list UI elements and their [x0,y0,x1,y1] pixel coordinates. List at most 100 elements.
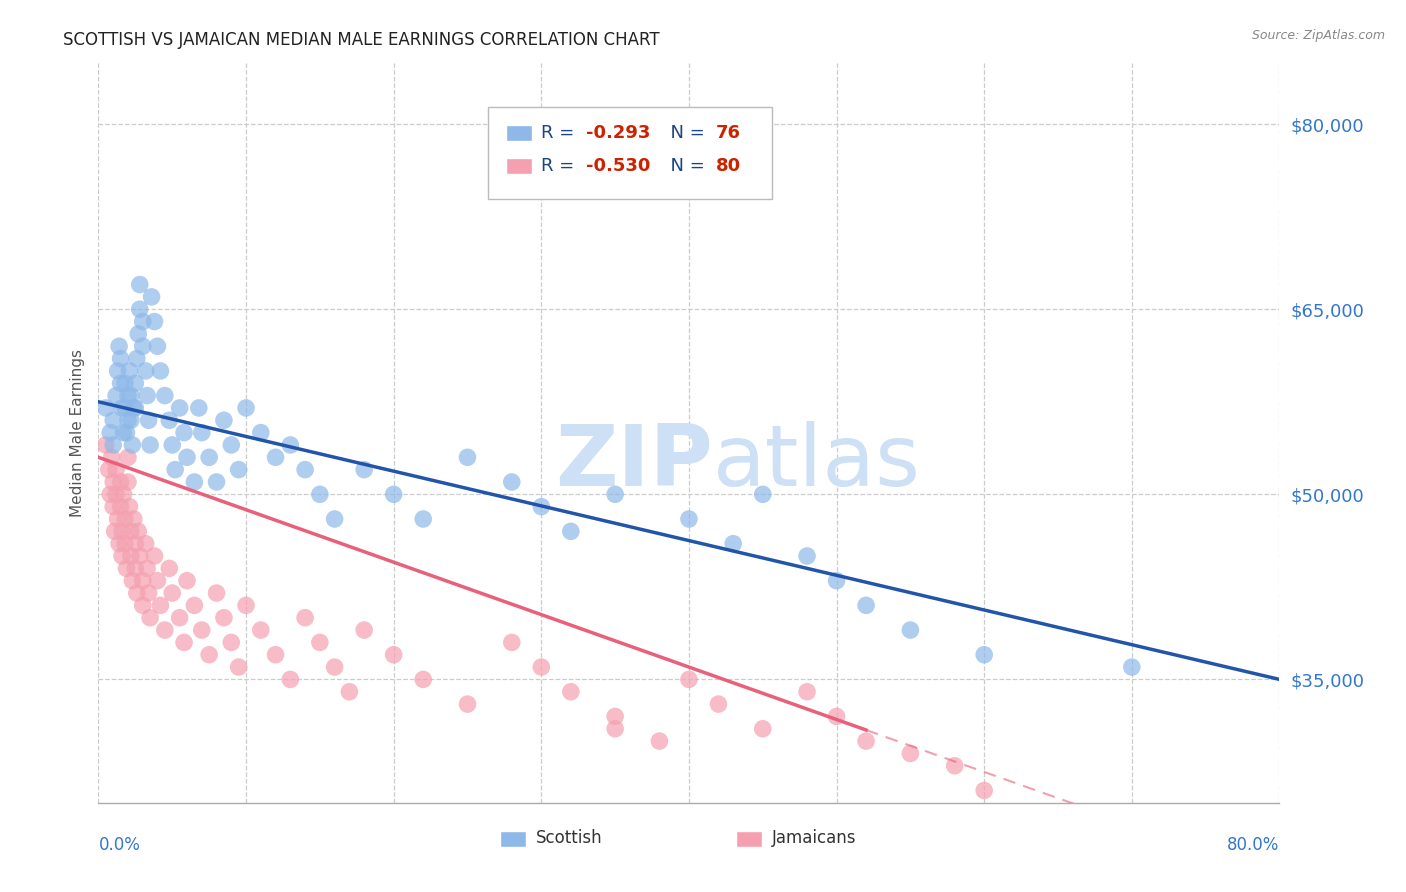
Point [678,512,700,526]
Point [138,586,160,600]
Point [132,599,155,613]
Point [115,561,138,575]
Point [149,599,172,613]
Point [122,512,145,526]
Point [136,389,159,403]
Point [157,413,180,427]
Point [127,524,149,539]
Point [118,500,141,514]
Point [280,438,302,452]
Point [114,401,136,415]
Text: 0.0%: 0.0% [98,836,141,855]
Point [973,783,995,797]
Point [169,401,191,415]
Point [143,549,166,563]
Text: ZIP: ZIP [555,421,713,504]
Point [103,413,125,427]
Point [141,290,163,304]
Point [250,623,273,637]
FancyBboxPatch shape [737,831,762,847]
Point [501,635,523,649]
Point [339,685,361,699]
Text: Source: ZipAtlas.com: Source: ZipAtlas.com [1251,29,1385,42]
Point [120,524,142,539]
Point [103,475,125,489]
Point [560,685,582,699]
Point [128,302,150,317]
Point [139,610,162,624]
Point [412,673,434,687]
Point [280,673,302,687]
Point [162,586,183,600]
Point [135,364,157,378]
Point [117,475,139,489]
Point [825,574,848,588]
Point [176,450,198,465]
Point [605,487,627,501]
Point [146,574,169,588]
Point [412,512,434,526]
Point [605,709,627,723]
Point [250,425,273,440]
Point [112,425,135,440]
Y-axis label: Median Male Earnings: Median Male Earnings [69,349,84,516]
Point [114,536,136,550]
Point [900,623,922,637]
Point [107,512,129,526]
Point [98,487,121,501]
Point [104,524,127,539]
Point [124,376,146,391]
Point [605,722,627,736]
Point [118,364,141,378]
Point [146,339,169,353]
Point [100,450,122,465]
Point [110,376,132,391]
Point [221,438,243,452]
FancyBboxPatch shape [506,125,531,141]
Point [117,413,139,427]
Point [153,389,176,403]
FancyBboxPatch shape [488,107,772,200]
Point [198,648,221,662]
Point [132,314,155,328]
Point [132,339,155,353]
Point [139,438,162,452]
Point [191,623,214,637]
FancyBboxPatch shape [506,158,531,174]
Point [228,660,250,674]
Point [678,673,700,687]
Point [124,536,146,550]
Point [136,561,159,575]
Point [125,586,148,600]
Point [149,364,172,378]
Point [127,326,149,341]
Point [153,623,176,637]
Text: -0.530: -0.530 [586,157,651,175]
Point [501,475,523,489]
Point [162,438,183,452]
Text: N =: N = [659,157,711,175]
Point [135,536,157,550]
Point [382,487,405,501]
Point [183,599,205,613]
Text: 80: 80 [716,157,741,175]
Point [173,635,195,649]
Point [212,413,235,427]
Point [205,586,228,600]
Point [1121,660,1143,674]
Point [309,635,332,649]
Point [105,462,128,476]
Point [97,462,120,476]
Point [235,599,257,613]
Point [110,351,132,366]
Point [103,438,125,452]
Point [198,450,221,465]
Point [120,413,142,427]
Text: 80.0%: 80.0% [1227,836,1279,855]
Text: R =: R = [541,157,581,175]
Point [105,487,128,501]
Point [103,500,125,514]
Point [111,549,134,563]
Point [187,401,209,415]
Point [173,425,195,440]
